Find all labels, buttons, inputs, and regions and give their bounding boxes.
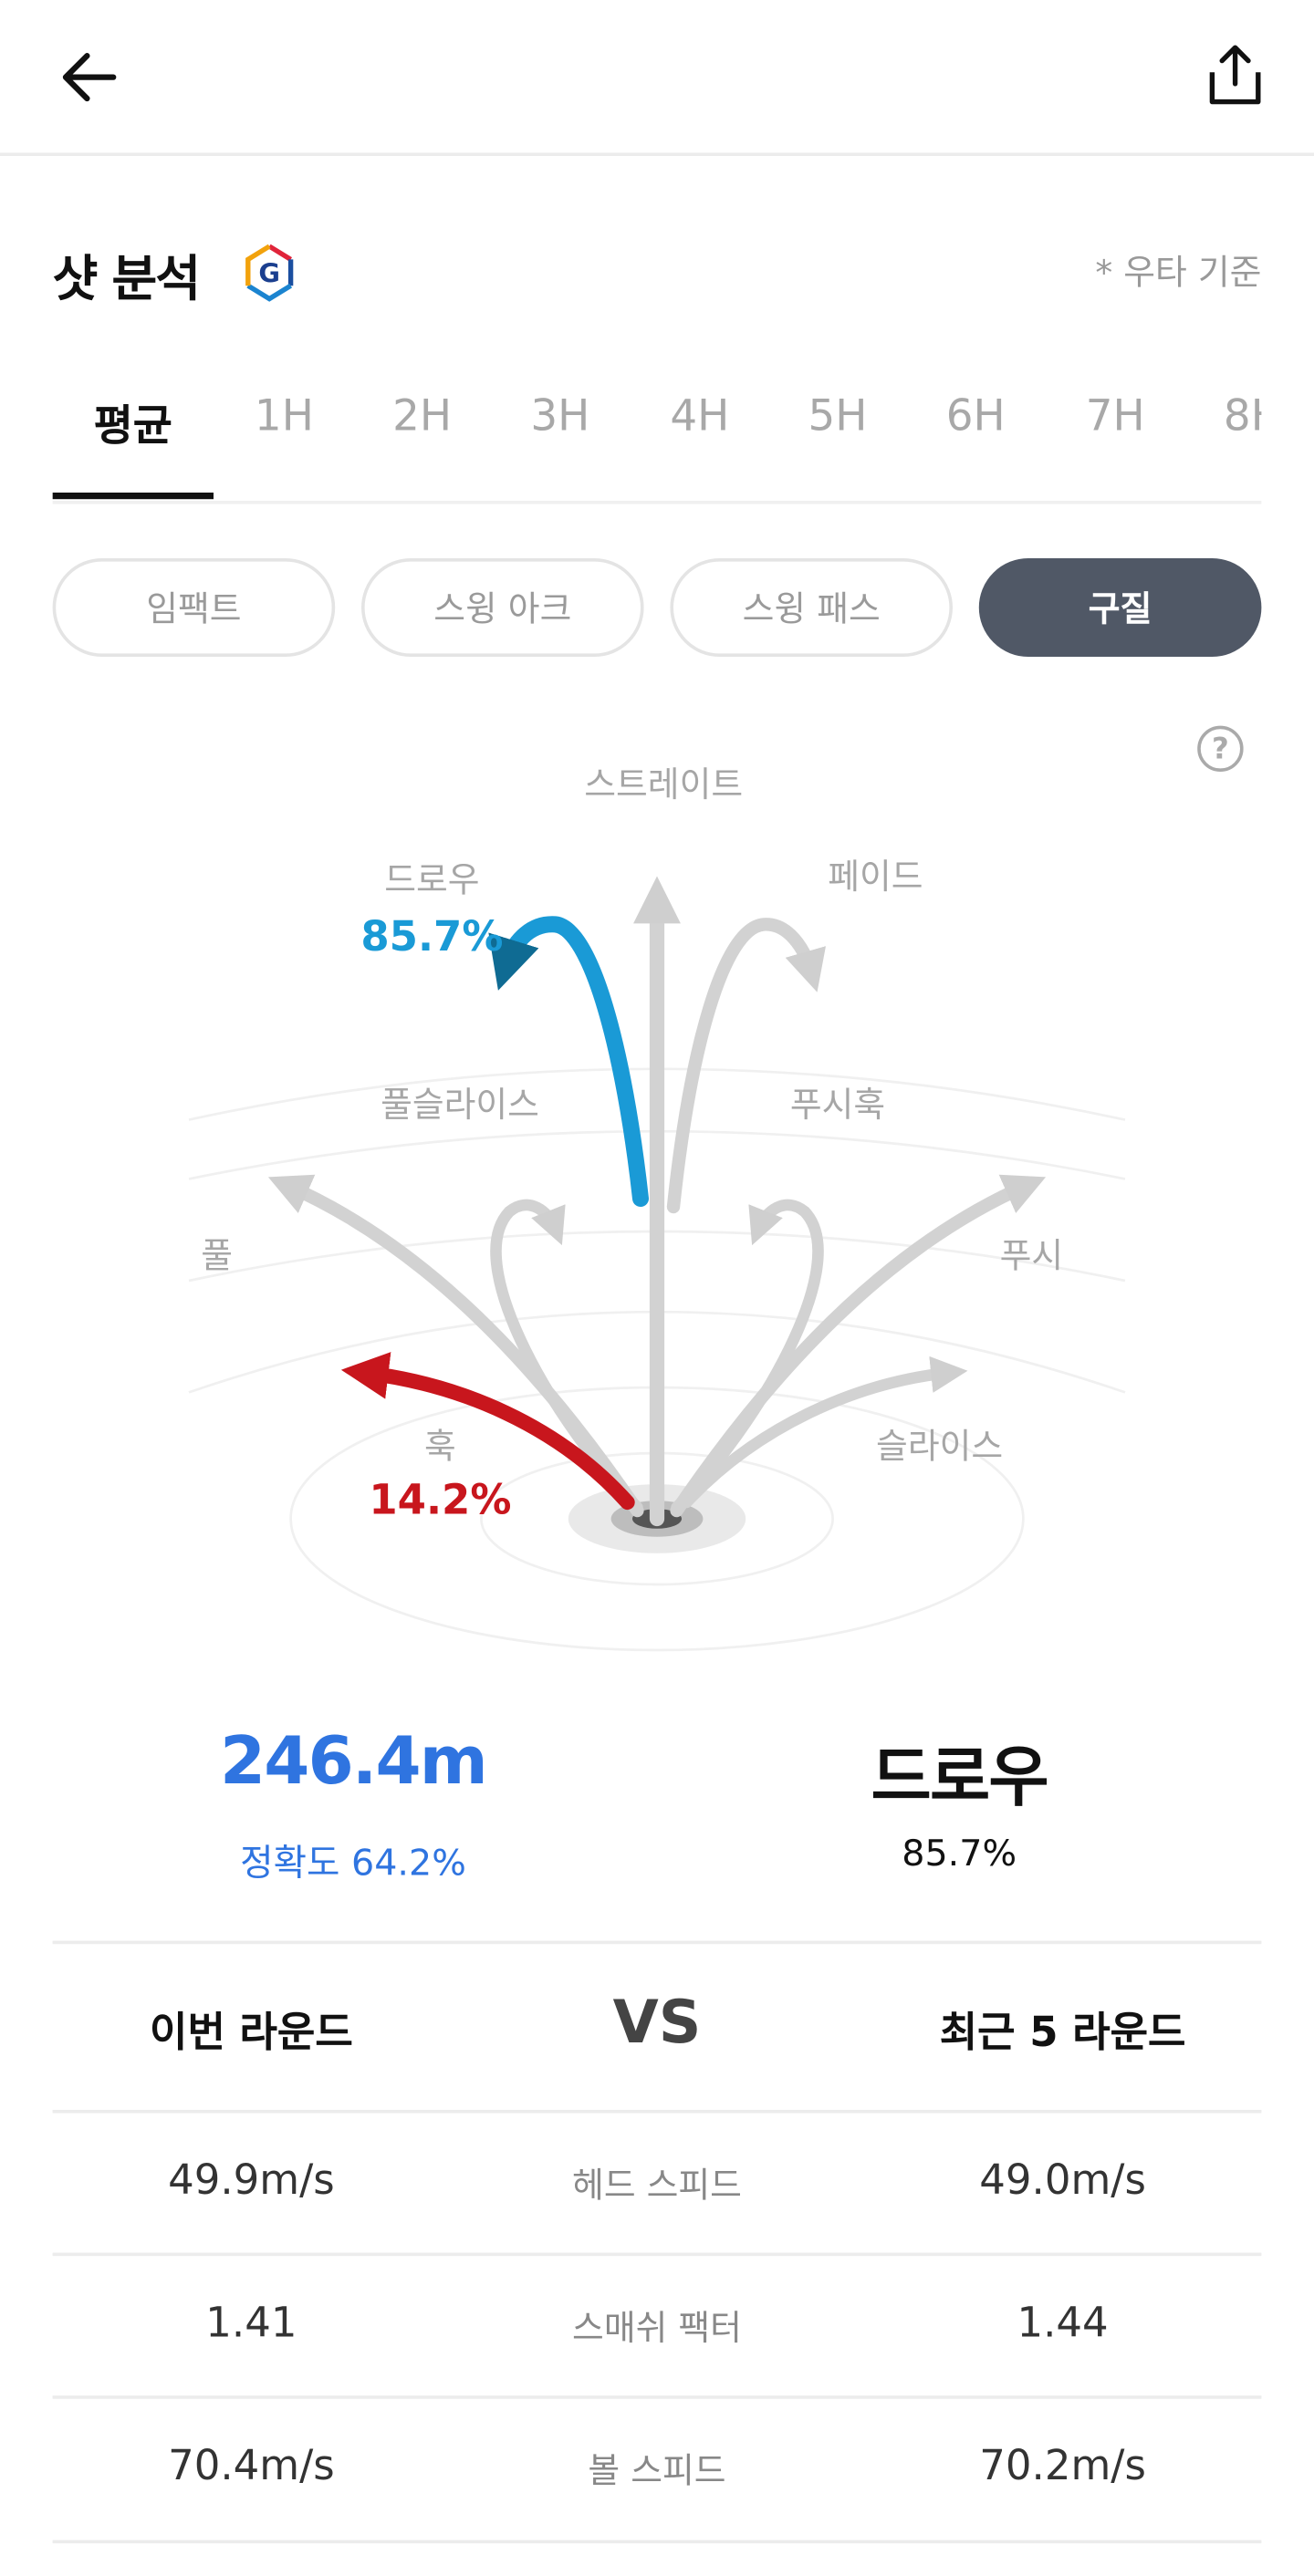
- label-push-hook: 푸시훅: [790, 1085, 885, 1125]
- divider: [52, 1940, 1262, 1945]
- tab-7h[interactable]: 7H: [1085, 392, 1145, 442]
- accuracy: 정확도 64.2%: [240, 1844, 466, 1885]
- this-round-value: 49.9m/s: [168, 2155, 335, 2204]
- divider: [52, 2252, 1262, 2257]
- segment-impact[interactable]: 임팩트: [52, 558, 336, 657]
- hook-percent: 14.2%: [369, 1476, 511, 1524]
- tab-1h[interactable]: 1H: [254, 392, 314, 442]
- label-pull: 풀: [201, 1236, 233, 1276]
- label-slice: 슬라이스: [876, 1426, 1003, 1466]
- arrow-push: [670, 1174, 1047, 1518]
- tab-5h[interactable]: 5H: [808, 392, 868, 442]
- g-badge-letter: G: [258, 258, 280, 289]
- back-arrow-icon[interactable]: [59, 49, 119, 105]
- avg-distance: 246.4m: [220, 1724, 488, 1800]
- segment-ball-flight[interactable]: 구질: [978, 558, 1262, 657]
- active-tab-indicator: [52, 493, 214, 500]
- tab-average[interactable]: 평균: [93, 402, 172, 452]
- this-round-header: 이번 라운드: [150, 2008, 353, 2056]
- this-round-value: 70.4m/s: [168, 2441, 335, 2489]
- shot-shape-diagram: 스트레이트 드로우 85.7% 페이드 풀슬라이스 푸시훅 풀 푸시 훅 14.…: [188, 764, 1126, 1652]
- recent-value: 1.44: [1017, 2299, 1109, 2347]
- label-fade: 페이드: [828, 857, 923, 897]
- label-hook: 훅: [424, 1426, 456, 1466]
- dominant-shape-percent: 85.7%: [902, 1833, 1017, 1875]
- tab-2h[interactable]: 2H: [392, 392, 453, 442]
- vs-label: VS: [612, 1989, 702, 2058]
- arrow-slice: [681, 1356, 968, 1509]
- this-round-value: 1.41: [205, 2299, 297, 2347]
- label-push: 푸시: [1000, 1236, 1064, 1276]
- basis-note: * 우타 기준: [1095, 253, 1262, 293]
- label-straight: 스트레이트: [584, 764, 743, 805]
- tab-6h[interactable]: 6H: [945, 392, 1006, 442]
- help-icon[interactable]: ?: [1197, 725, 1244, 772]
- arrow-draw: [488, 916, 649, 1207]
- recent-rounds-header: 최근 5 라운드: [939, 2008, 1186, 2056]
- tab-4h[interactable]: 4H: [670, 392, 730, 442]
- tab-3h[interactable]: 3H: [530, 392, 590, 442]
- draw-percent: 85.7%: [360, 912, 503, 961]
- divider: [52, 2540, 1262, 2544]
- dominant-shape: 드로우: [871, 1740, 1049, 1816]
- metric-label: 스매쉬 팩터: [572, 2308, 742, 2348]
- tab-8h[interactable]: 8H: [1223, 392, 1261, 442]
- arrow-hook: [340, 1352, 635, 1511]
- segment-swing-arc[interactable]: 스윙 아크: [361, 558, 644, 657]
- share-icon[interactable]: [1205, 43, 1265, 109]
- metric-label: 볼 스피드: [588, 2451, 726, 2491]
- top-bar: [0, 0, 1314, 156]
- segment-swing-path[interactable]: 스윙 패스: [670, 558, 953, 657]
- divider: [52, 2395, 1262, 2399]
- recent-value: 49.0m/s: [979, 2155, 1146, 2204]
- page-title: 샷 분석: [52, 251, 201, 309]
- hole-tabs: 평균 1H 2H 3H 4H 5H 6H 7H 8H: [52, 369, 1262, 504]
- divider: [52, 2110, 1262, 2114]
- metric-label: 헤드 스피드: [572, 2166, 742, 2206]
- g-badge-icon: G: [245, 244, 294, 302]
- label-pull-slice: 풀슬라이스: [381, 1085, 539, 1125]
- arrow-fade: [666, 918, 827, 1214]
- arrow-pull: [267, 1174, 644, 1518]
- recent-value: 70.2m/s: [979, 2441, 1146, 2489]
- label-draw: 드로우: [384, 859, 479, 899]
